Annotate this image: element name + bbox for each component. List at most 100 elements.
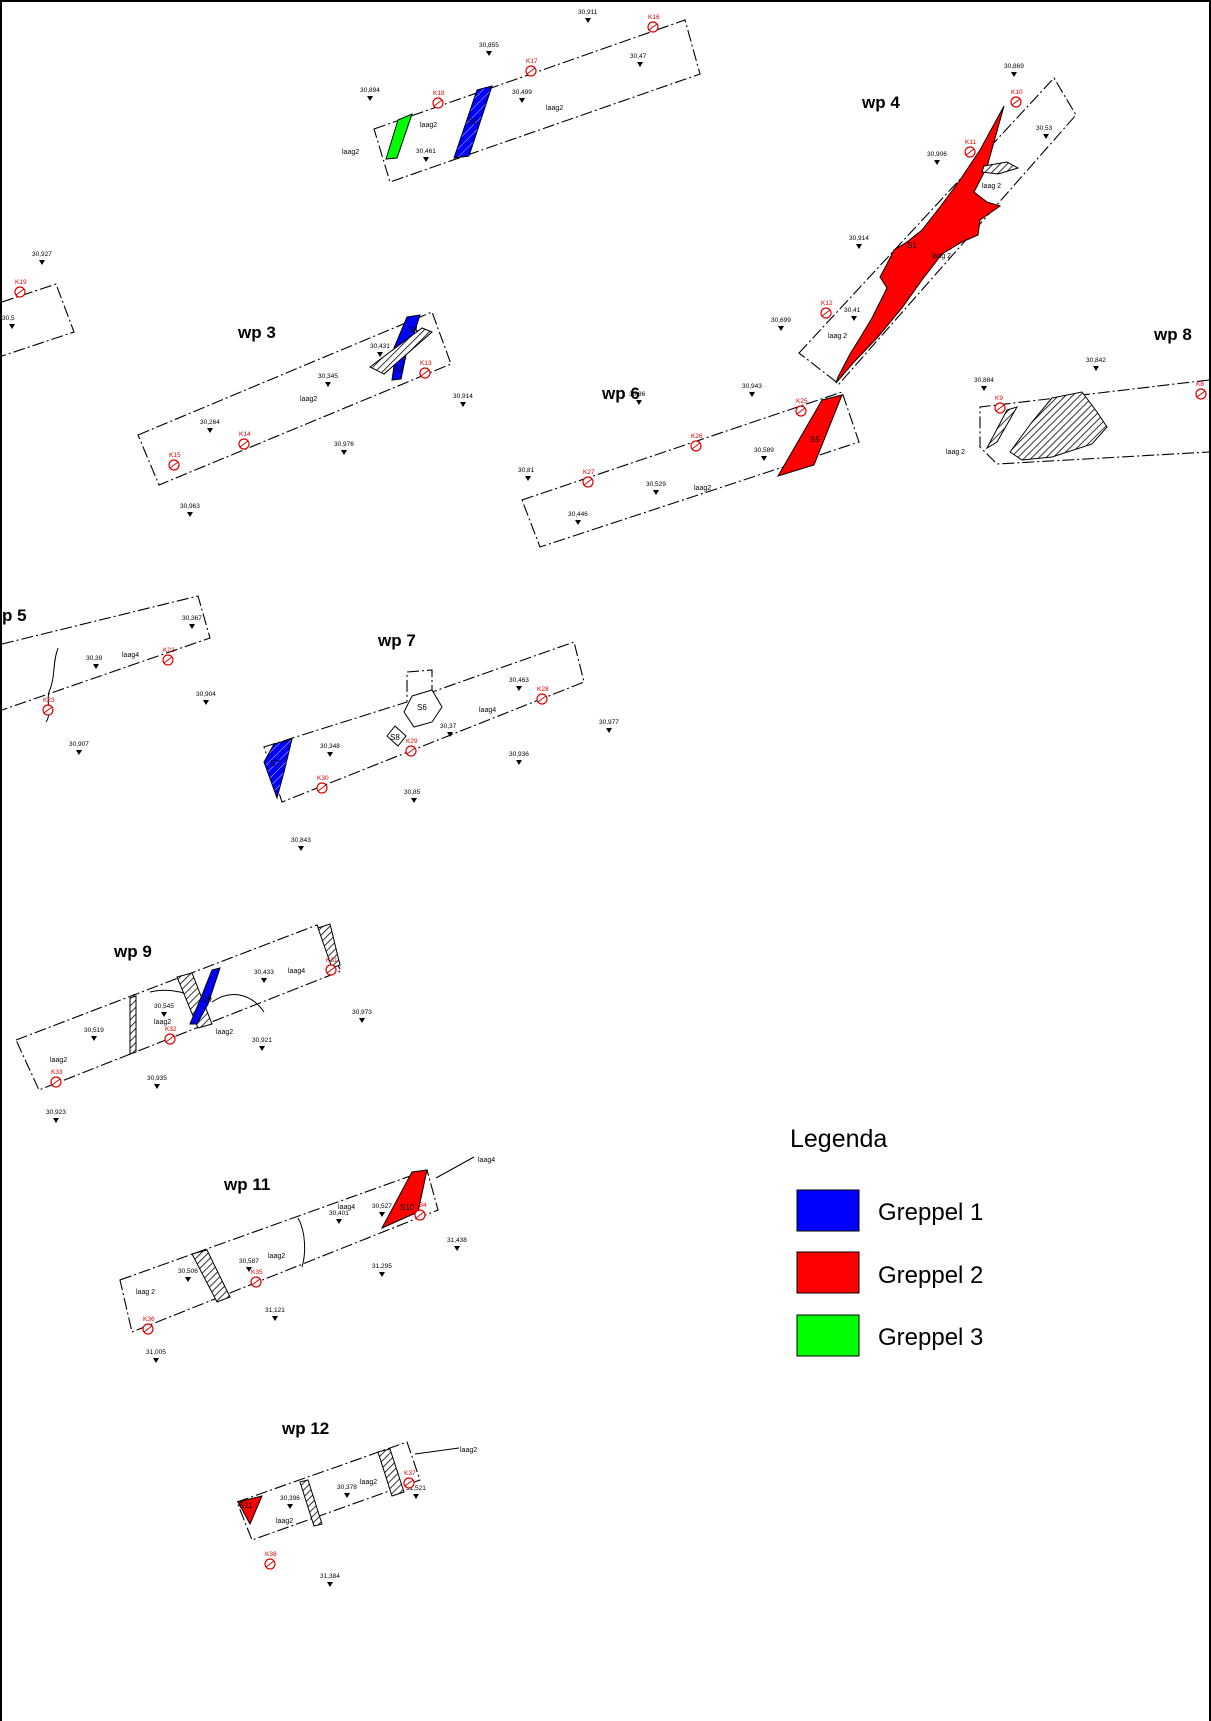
elevation-marker <box>9 324 15 329</box>
feature-hatch-wp9-2 <box>317 923 341 969</box>
k-marker-slash <box>143 1325 153 1333</box>
trench-wp5 <box>2 595 211 711</box>
trench-title-wp12: wp 12 <box>281 1419 329 1438</box>
k-marker-code: K26 <box>691 433 703 440</box>
feature-labels: S1 S2 S3 S4 S5 S6 S7 S8 S9 S10 S11 <box>202 117 917 1510</box>
k-marker-slash <box>51 1078 61 1086</box>
elevation-marker <box>379 1212 385 1217</box>
elevation-marker <box>53 1118 59 1123</box>
elevation-marker <box>637 62 643 67</box>
elevation-marker <box>454 1246 460 1251</box>
feature-hatch-wp11 <box>191 1249 231 1303</box>
legend-label-greppel1: Greppel 1 <box>878 1199 983 1226</box>
legend-swatch-greppel2 <box>796 1251 860 1294</box>
k-marker-code: K33 <box>51 1069 63 1076</box>
elevation-marker <box>203 700 209 705</box>
elevation-marker <box>377 352 383 357</box>
elevation-value: 30,914 <box>453 393 473 400</box>
elevation-value: 30,587 <box>239 1258 259 1265</box>
elevation-marker <box>525 476 531 481</box>
layer-label: laag2 <box>342 149 359 156</box>
elevation-value: 30,943 <box>742 383 762 390</box>
k-marker-code: K23 <box>43 697 55 704</box>
k-marker-slash <box>415 1211 425 1219</box>
k-marker-code: K34 <box>415 1202 427 1209</box>
elevation-value: 30,348 <box>320 743 340 750</box>
layer-label: laag 2 <box>982 183 1001 190</box>
trench-wp12 <box>236 1441 421 1541</box>
elevation-marker <box>336 1219 342 1224</box>
elevation-value: 30,264 <box>200 419 220 426</box>
elevation-marker <box>298 846 304 851</box>
elevation-marker <box>327 752 333 757</box>
elevation-value: 31,438 <box>447 1237 467 1244</box>
feature-hatch-wp9-3 <box>129 995 137 1055</box>
layer-label: laag2 <box>276 1518 293 1525</box>
elevation-marker <box>778 326 784 331</box>
elevation-value: 30,906 <box>927 151 947 158</box>
k-marker-slash <box>326 966 336 974</box>
elevation-marker <box>981 386 987 391</box>
k-marker-slash <box>821 309 831 317</box>
legend-label-greppel2: Greppel 2 <box>878 1262 983 1289</box>
elevation-value: 30,907 <box>69 741 89 748</box>
elevation-marker <box>636 400 642 405</box>
k-marker-code: K17 <box>526 58 538 65</box>
elevation-value: 30,529 <box>646 481 666 488</box>
k-marker-code: K29 <box>406 738 418 745</box>
k-marker-code: K32 <box>165 1026 177 1033</box>
elevation-value: 30,37 <box>440 723 457 730</box>
elevation-value: 30,401 <box>329 1210 349 1217</box>
k-marker-code: K35 <box>251 1269 263 1276</box>
trench-title-wp7: wp 7 <box>377 631 416 650</box>
elevation-value: 30,869 <box>1004 63 1024 70</box>
elevation-marker <box>856 244 862 249</box>
feature-hatch-wp8-2 <box>1009 391 1108 461</box>
k-marker-code: K14 <box>239 431 251 438</box>
elevation-value: 31,384 <box>320 1573 340 1580</box>
k-marker-code: K28 <box>537 686 549 693</box>
feature-S7-greppel1 <box>263 738 293 800</box>
trench-title-wp8: wp 8 <box>1153 325 1192 344</box>
trench-wp8 <box>979 379 1209 465</box>
elevation-marker <box>606 728 612 733</box>
trench-k19 <box>2 283 75 357</box>
feature-label: S1 <box>907 241 917 250</box>
elevation-value: 30,519 <box>84 1027 104 1034</box>
elevation-marker <box>39 260 45 265</box>
layer-label: laag2 <box>420 122 437 129</box>
layer-labels: laag2 laag2 laag2 laag 2 laag 2 laag 2 l… <box>50 105 1001 1525</box>
feature-S9 <box>386 725 407 747</box>
elevation-marker <box>93 664 99 669</box>
k-marker-code: K37 <box>404 1470 416 1477</box>
k-marker-slash <box>265 1560 275 1568</box>
elevation-value: 30,53 <box>1036 125 1053 132</box>
trench-title-wp9: wp 9 <box>113 942 152 961</box>
elevation-value: 30,855 <box>479 42 499 49</box>
elevation-value: 30,935 <box>147 1075 167 1082</box>
features <box>129 85 1108 1527</box>
elevation-marker <box>246 1267 252 1272</box>
k-marker-slash <box>995 404 1005 412</box>
elevation-marker <box>261 978 267 983</box>
k-marker-slash <box>648 23 658 31</box>
feature-label: S8 <box>390 733 400 742</box>
elevation-marker <box>207 428 213 433</box>
elevation-marker <box>259 1046 265 1051</box>
trench-wp6 <box>521 391 860 548</box>
trench-title-wp11: wp 11 <box>223 1175 270 1194</box>
k-marker-slash <box>317 784 327 792</box>
feature-label: S9 <box>202 995 212 1004</box>
elevation-value: 30,463 <box>509 677 529 684</box>
k-markers: K15 K16 K17 K18 K19 K10 K11 K12 K13 K14 K9 K8 K25 K26… <box>14 14 1207 1570</box>
elevation-value: 30,842 <box>1086 357 1106 364</box>
feature-label: S6 <box>417 703 427 712</box>
layer-label: laag2 <box>154 1019 171 1026</box>
elevation-marker <box>1093 366 1099 371</box>
elevation-value: 31,005 <box>146 1349 166 1356</box>
layer-label: laag4 <box>478 1157 495 1164</box>
layer-label: laag4 <box>338 1204 355 1211</box>
k-marker-slash <box>163 656 173 664</box>
feature-label: S7 <box>270 759 280 768</box>
